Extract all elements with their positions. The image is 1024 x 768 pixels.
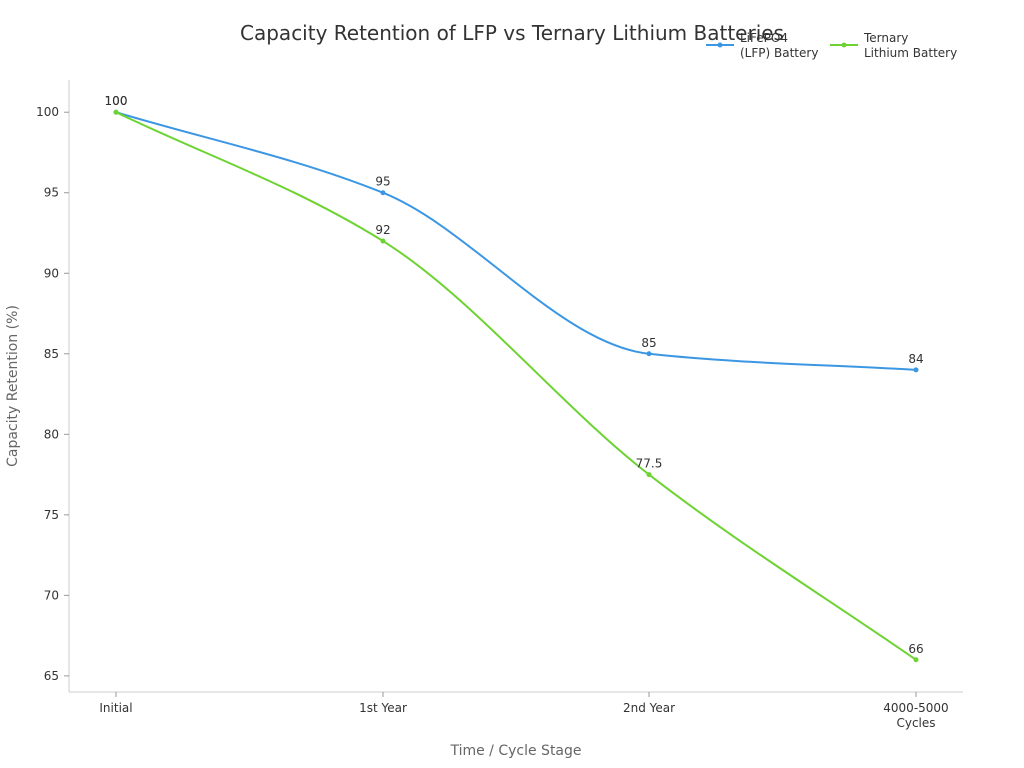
- x-tick-label-line: Initial: [99, 701, 132, 715]
- series-layer: [113, 109, 919, 663]
- legend-marker: [717, 42, 723, 48]
- axes: 65 70 75 80 85 90 95 100 Initial 1st Year 2nd Year…: [36, 80, 963, 730]
- y-tick-label: 100: [36, 105, 59, 119]
- data-point: [646, 351, 652, 357]
- x-axis-title: Time / Cycle Stage: [449, 743, 581, 759]
- legend-item-1: Ternary Lithium Battery: [830, 31, 957, 60]
- x-tick-label: 2nd Year: [623, 701, 675, 715]
- legend-item-0: LiFePO4 (LFP) Battery: [706, 31, 818, 60]
- x-tick-label-line: 2nd Year: [623, 701, 675, 715]
- x-tick-label: 1st Year: [359, 701, 407, 715]
- data-label: 100: [105, 94, 128, 108]
- data-label: 100: [105, 94, 128, 108]
- y-tick-label: 65: [44, 669, 59, 683]
- data-label: 77.5: [636, 457, 663, 471]
- data-label: 92: [375, 223, 390, 237]
- legend-label: Ternary Lithium Battery: [863, 31, 957, 60]
- legend-label: LiFePO4 (LFP) Battery: [740, 31, 818, 60]
- y-tick-label: 95: [44, 186, 59, 200]
- chart-title: Capacity Retention of LFP vs Ternary Lit…: [240, 21, 784, 45]
- data-label: 66: [908, 642, 923, 656]
- x-tick-label-line: 4000-5000: [883, 701, 948, 715]
- series-line-0: [115, 111, 917, 371]
- legend-label-line: LiFePO4: [740, 31, 788, 45]
- x-tick-label: Initial: [99, 701, 132, 715]
- data-point: [380, 190, 386, 196]
- data-point: [113, 109, 119, 115]
- data-label: 84: [908, 352, 923, 366]
- legend: LiFePO4 (LFP) Battery Ternary Lithium Batte…: [706, 31, 957, 60]
- data-point: [646, 472, 652, 478]
- y-axis-title: Capacity Retention (%): [5, 305, 21, 467]
- y-tick-label: 75: [44, 508, 59, 522]
- y-tick-label: 90: [44, 266, 59, 280]
- legend-label-line: Lithium Battery: [864, 46, 957, 60]
- x-tick-label-line: Cycles: [896, 716, 935, 730]
- series-line-1: [115, 111, 917, 661]
- data-point: [913, 367, 919, 373]
- data-point: [913, 657, 919, 663]
- data-label: 85: [641, 336, 656, 350]
- y-tick-label: 80: [44, 427, 59, 441]
- data-label: 95: [375, 175, 390, 189]
- y-tick-label: 70: [44, 588, 59, 602]
- x-tick-label-line: 1st Year: [359, 701, 407, 715]
- y-tick-label: 85: [44, 347, 59, 361]
- legend-marker: [841, 42, 847, 48]
- data-point: [380, 238, 386, 244]
- legend-label-line: Ternary: [863, 31, 908, 45]
- legend-label-line: (LFP) Battery: [740, 46, 818, 60]
- x-tick-label: 4000-5000 Cycles: [883, 701, 948, 730]
